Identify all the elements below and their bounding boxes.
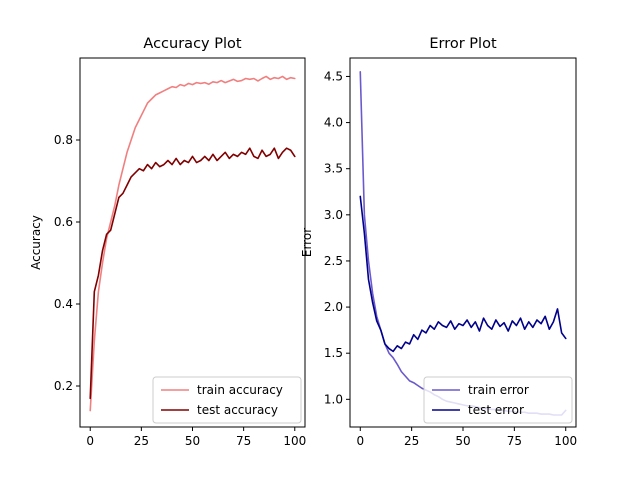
y-tick-label: 3.0 (324, 208, 343, 222)
y-tick-label: 0.2 (54, 379, 73, 393)
plot-title: Accuracy Plot (143, 36, 241, 52)
x-tick-label: 50 (455, 434, 470, 448)
x-tick-label: 0 (86, 434, 94, 448)
x-tick-label: 75 (507, 434, 522, 448)
legend: train accuracy test accuracy (152, 376, 302, 424)
x-tick-label: 50 (185, 434, 200, 448)
x-tick-label: 25 (404, 434, 419, 448)
y-axis-label: Accuracy (29, 215, 43, 270)
plot-title: Error Plot (429, 36, 497, 52)
legend-box (152, 376, 302, 424)
series-line-train-accuracy (89, 75, 296, 412)
y-tick-label: 4.5 (324, 69, 343, 83)
y-tick-label: 0.8 (54, 133, 73, 147)
y-tick-label: 0.4 (54, 297, 73, 311)
x-tick-label: 100 (554, 434, 577, 448)
series-line-test-error (359, 195, 567, 353)
y-axis-label: Error (300, 228, 314, 257)
legend-label: train error (468, 383, 529, 397)
y-tick-label: 3.5 (324, 162, 343, 176)
x-tick-label: 75 (236, 434, 251, 448)
y-tick-label: 2.5 (324, 254, 343, 268)
error-plot: Error Plot Error 0 25 50 75 100 1.0 1.5 2.0 2.5 3.0… (300, 36, 577, 448)
y-tick-label: 1.0 (324, 392, 343, 406)
legend: train error test error (423, 376, 573, 424)
x-tick-label: 0 (356, 434, 364, 448)
accuracy-plot: Accuracy Plot Accuracy 0 25 50 75 100 0.2 0.4 0.6… (29, 36, 306, 448)
legend-label: test accuracy (197, 403, 278, 417)
y-tick-label: 2.0 (324, 300, 343, 314)
legend-box (423, 376, 573, 424)
y-tick-label: 0.6 (54, 215, 73, 229)
legend-label: train accuracy (197, 383, 283, 397)
legend-label: test error (468, 403, 524, 417)
y-tick-label: 4.0 (324, 116, 343, 130)
y-tick-label: 1.5 (324, 346, 343, 360)
x-tick-label: 25 (134, 434, 149, 448)
x-tick-label: 100 (283, 434, 306, 448)
series-line-test-accuracy (89, 147, 296, 400)
